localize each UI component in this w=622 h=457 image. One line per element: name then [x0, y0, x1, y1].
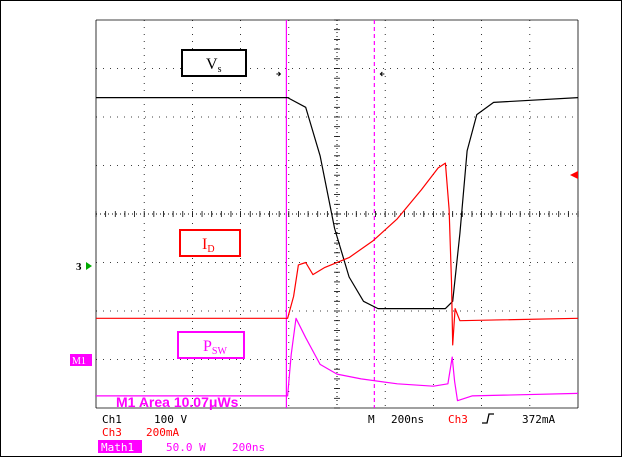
- trigger-slope-icon: [482, 413, 494, 424]
- cursor-arrow: [276, 71, 282, 77]
- math1-label: Math1: [101, 441, 134, 454]
- area-measurement: M1 Area 10.07μWs: [116, 394, 239, 410]
- trace-vs: [96, 96, 579, 310]
- trig-level: 372mA: [522, 413, 555, 426]
- cursor-arrow: [379, 71, 385, 77]
- graticule: [95, 19, 579, 409]
- label-box-vs: Vs: [181, 49, 247, 77]
- trace-id: [96, 162, 579, 346]
- channel-3-marker: 3: [76, 261, 92, 273]
- ch1-scale: 100 V: [154, 413, 187, 426]
- ch3-scale: 200mA: [146, 426, 179, 439]
- math1-label-bg: [98, 440, 142, 453]
- trace-psw: [96, 317, 579, 402]
- traces: [96, 96, 579, 402]
- label-box-psw: PSW: [177, 331, 245, 359]
- cursor-lines: [276, 20, 385, 408]
- label-box-id: ID: [179, 229, 241, 257]
- math-1-marker: M1: [70, 354, 92, 367]
- trig-source: Ch3: [448, 413, 468, 426]
- channel-3-marker-text: 3: [76, 261, 82, 273]
- trace-labels: Vs ID PSW: [177, 49, 247, 359]
- m-label: M: [368, 413, 375, 426]
- ch1-label: Ch1: [102, 413, 122, 426]
- math1-scale: 50.0 W: [166, 441, 206, 454]
- trigger-level-arrow: [570, 171, 578, 179]
- math1-time: 200ns: [232, 441, 265, 454]
- math-1-marker-text: M1: [72, 356, 86, 367]
- ch3-label: Ch3: [102, 426, 122, 439]
- m-time: 200ns: [391, 413, 424, 426]
